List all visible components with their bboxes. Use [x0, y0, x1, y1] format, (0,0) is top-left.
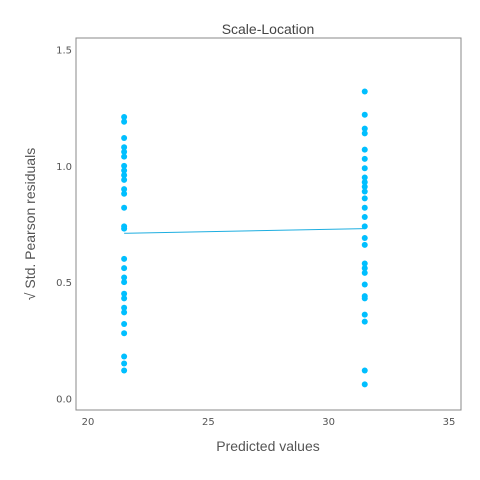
data-point — [361, 265, 368, 272]
x-tick-label: 20 — [82, 417, 95, 428]
data-point — [361, 179, 368, 186]
data-point — [361, 381, 368, 388]
data-point — [121, 367, 128, 374]
data-point — [121, 290, 128, 297]
data-point — [361, 214, 368, 221]
y-tick-label: 0.5 — [56, 278, 72, 289]
data-point — [121, 255, 128, 262]
x-tick-label: 30 — [322, 417, 335, 428]
data-point — [361, 223, 368, 230]
data-point — [361, 269, 368, 276]
y-axis-label: √ Std. Pearson residuals — [22, 148, 38, 300]
data-point — [121, 167, 128, 174]
x-tick-label: 35 — [443, 417, 456, 428]
data-point — [361, 234, 368, 241]
y-tick-label: 1.5 — [56, 46, 72, 57]
points-layer — [121, 88, 368, 388]
data-point — [121, 320, 128, 327]
data-point — [361, 281, 368, 288]
y-tick-label: 0.0 — [56, 394, 72, 405]
trend-line — [124, 228, 365, 234]
data-point — [121, 148, 128, 155]
data-point — [361, 204, 368, 211]
data-point — [121, 162, 128, 169]
data-point — [121, 172, 128, 179]
data-point — [121, 279, 128, 286]
data-point — [361, 165, 368, 172]
data-point — [361, 183, 368, 190]
data-point — [121, 309, 128, 316]
trend-line-layer — [124, 228, 365, 234]
data-point — [121, 186, 128, 193]
plot-frame — [75, 37, 462, 411]
data-point — [121, 144, 128, 151]
x-axis-label: Predicted values — [216, 438, 320, 454]
data-point — [361, 241, 368, 248]
data-point — [121, 304, 128, 311]
data-point — [361, 295, 368, 302]
x-tick-label: 25 — [202, 417, 215, 428]
data-point — [121, 360, 128, 367]
data-point — [121, 265, 128, 272]
data-point — [121, 190, 128, 197]
x-axis: 20 25 30 35 — [82, 417, 456, 428]
y-axis: 0.0 0.5 1.0 1.5 — [56, 46, 72, 406]
data-point — [361, 260, 368, 267]
y-tick-label: 1.0 — [56, 162, 72, 173]
data-point — [361, 311, 368, 318]
chart-title: Scale-Location — [222, 21, 315, 37]
data-point — [361, 155, 368, 162]
data-point — [121, 225, 128, 232]
data-point — [361, 367, 368, 374]
data-point — [361, 146, 368, 153]
data-point — [361, 318, 368, 325]
data-point — [361, 125, 368, 132]
data-point — [121, 153, 128, 160]
data-point — [361, 88, 368, 95]
data-point — [121, 134, 128, 141]
data-point — [121, 204, 128, 211]
data-point — [121, 353, 128, 360]
data-point — [361, 195, 368, 202]
data-point — [121, 274, 128, 281]
data-point — [361, 130, 368, 137]
data-point — [121, 176, 128, 183]
data-point — [121, 118, 128, 125]
data-point — [361, 188, 368, 195]
data-point — [121, 295, 128, 302]
data-point — [361, 111, 368, 118]
data-point — [121, 330, 128, 337]
data-point — [121, 114, 128, 121]
data-point — [361, 174, 368, 181]
